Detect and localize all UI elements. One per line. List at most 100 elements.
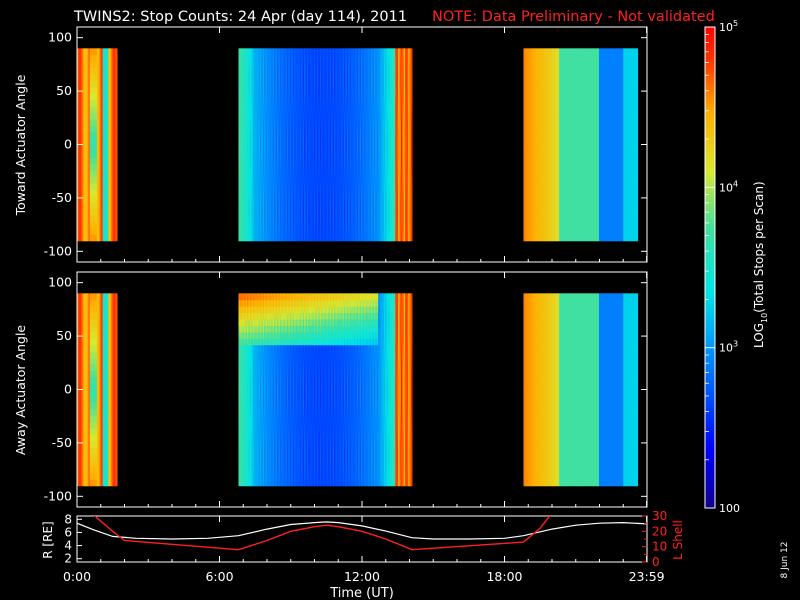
heatmap-cell bbox=[395, 157, 398, 165]
heatmap-cell bbox=[305, 118, 308, 126]
heatmap-cell bbox=[352, 74, 355, 82]
heatmap-cell bbox=[102, 67, 105, 75]
heatmap-cell bbox=[265, 118, 268, 126]
heatmap-cell bbox=[259, 208, 262, 216]
heatmap-cell bbox=[324, 61, 327, 69]
heatmap-cell bbox=[398, 234, 401, 242]
heatmap-cell bbox=[101, 86, 104, 94]
heatmap-cell bbox=[333, 48, 337, 56]
heatmap-cell bbox=[395, 144, 398, 152]
heatmap-cell bbox=[115, 189, 118, 197]
heatmap-cell bbox=[315, 99, 318, 107]
heatmap-cell bbox=[371, 227, 374, 235]
heatmap-cell bbox=[81, 86, 84, 94]
heatmap-cell bbox=[325, 157, 328, 165]
heatmap-cell bbox=[247, 227, 250, 235]
heatmap-cell bbox=[259, 48, 262, 56]
heatmap-cell bbox=[331, 221, 334, 229]
heatmap-cell bbox=[105, 234, 108, 242]
heatmap-cell bbox=[315, 215, 318, 223]
heatmap-cell bbox=[315, 157, 318, 165]
heatmap-cell bbox=[301, 150, 304, 158]
heatmap-cell bbox=[321, 163, 324, 171]
heatmap-cell bbox=[284, 86, 287, 94]
heatmap-cell bbox=[242, 106, 245, 114]
heatmap-cell bbox=[390, 86, 394, 94]
heatmap-cell bbox=[247, 80, 250, 88]
heatmap-cell bbox=[295, 80, 298, 88]
heatmap-cell bbox=[314, 93, 317, 101]
heatmap-cell bbox=[378, 234, 381, 242]
heatmap-cell bbox=[85, 99, 88, 107]
heatmap-cell bbox=[363, 112, 366, 120]
heatmap-cell bbox=[319, 131, 322, 139]
heatmap-cell bbox=[79, 74, 82, 82]
heatmap-cell bbox=[84, 54, 87, 62]
heatmap-cell bbox=[91, 221, 94, 229]
heatmap-cell bbox=[306, 54, 309, 62]
heatmap-cell bbox=[262, 221, 265, 229]
heatmap-cell bbox=[96, 208, 99, 216]
heatmap-cell bbox=[106, 234, 109, 242]
heatmap-cell bbox=[314, 131, 317, 139]
heatmap-cell bbox=[292, 48, 295, 56]
heatmap-cell bbox=[341, 202, 344, 210]
heatmap-cell bbox=[388, 215, 391, 223]
heatmap-cell bbox=[78, 106, 81, 114]
heatmap-cell bbox=[255, 93, 258, 101]
heatmap-cell bbox=[298, 234, 301, 242]
heatmap-cell bbox=[248, 138, 251, 146]
heatmap-cell bbox=[77, 125, 80, 133]
heatmap-cell bbox=[335, 234, 338, 242]
heatmap-cell bbox=[342, 54, 345, 62]
heatmap-cell bbox=[386, 157, 389, 165]
heatmap-cell bbox=[352, 99, 355, 107]
heatmap-cell bbox=[294, 61, 297, 69]
heatmap-cell bbox=[245, 138, 248, 146]
heatmap-cell bbox=[321, 138, 324, 146]
heatmap-cell bbox=[302, 112, 305, 120]
heatmap-cell bbox=[389, 74, 392, 82]
heatmap-cell bbox=[332, 234, 335, 242]
heatmap-cell bbox=[312, 67, 315, 75]
heatmap-cell bbox=[342, 150, 345, 158]
heatmap-cell bbox=[108, 61, 111, 69]
heatmap-cell bbox=[282, 67, 285, 75]
heatmap-cell bbox=[258, 215, 261, 223]
heatmap-cell bbox=[115, 234, 118, 242]
heatmap-cell bbox=[291, 74, 294, 82]
heatmap-cell bbox=[262, 99, 265, 107]
heatmap-cell bbox=[392, 112, 395, 120]
heatmap-cell bbox=[84, 182, 87, 190]
heatmap-cell bbox=[272, 93, 275, 101]
heatmap-cell bbox=[94, 202, 97, 210]
heatmap-cell bbox=[248, 202, 251, 210]
heatmap-cell bbox=[396, 202, 399, 210]
heatmap-cell bbox=[315, 138, 318, 146]
heatmap-cell bbox=[338, 215, 341, 223]
heatmap-cell bbox=[359, 93, 362, 101]
heatmap-cell bbox=[398, 61, 401, 69]
heatmap-cell bbox=[257, 208, 260, 216]
heatmap-cell bbox=[264, 150, 267, 158]
heatmap-cell bbox=[369, 208, 372, 216]
heatmap-cell bbox=[302, 54, 305, 62]
heatmap-cell bbox=[265, 138, 268, 146]
heatmap-cell bbox=[77, 93, 80, 101]
heatmap-cell bbox=[295, 93, 298, 101]
heatmap-cell bbox=[385, 215, 388, 223]
heatmap-cell bbox=[341, 80, 344, 88]
heatmap-cell bbox=[108, 163, 111, 171]
heatmap-cell bbox=[309, 112, 312, 120]
heatmap-cell bbox=[333, 93, 337, 101]
heatmap-cell bbox=[288, 176, 291, 184]
heatmap-cell bbox=[333, 202, 337, 210]
heatmap-cell bbox=[98, 74, 101, 82]
heatmap-cell bbox=[372, 234, 375, 242]
heatmap-cell bbox=[301, 112, 304, 120]
heatmap-cell bbox=[383, 202, 386, 210]
heatmap-cell bbox=[238, 150, 241, 158]
heatmap-cell bbox=[262, 189, 265, 197]
heatmap-cell bbox=[304, 176, 307, 184]
heatmap-cell bbox=[271, 125, 274, 133]
